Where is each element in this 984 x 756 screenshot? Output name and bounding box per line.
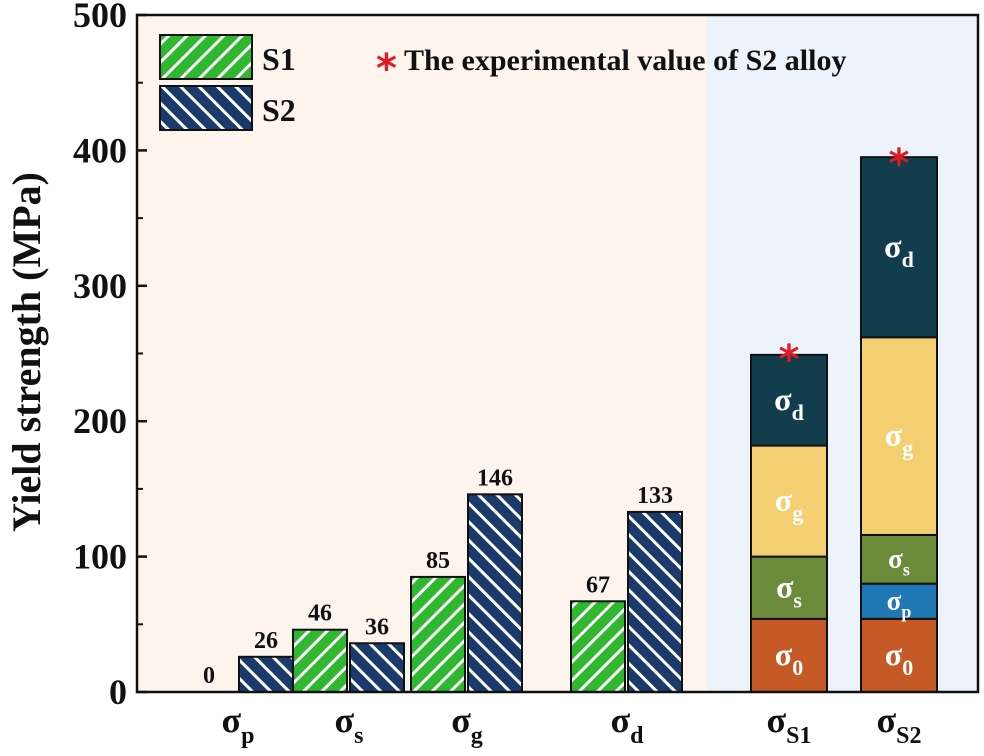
value-label-s1-g: 85 <box>426 548 450 574</box>
value-label-s2-d: 133 <box>637 483 673 509</box>
x-tick-label-g: σg <box>451 700 483 749</box>
stack-label-S2-p: σp <box>887 585 912 621</box>
stack-segment-S1-g <box>750 444 828 558</box>
note-text: The experimental value of S2 alloy <box>404 44 846 77</box>
experimental-note: * The experimental value of S2 alloy <box>376 44 846 92</box>
stack-label-S2-0: σ0 <box>885 636 913 680</box>
y-tick-label: 200 <box>73 401 127 441</box>
bar-s2-g <box>467 493 523 694</box>
legend-swatch-s2 <box>159 85 253 131</box>
value-label-s1-p: 0 <box>203 663 215 689</box>
plot-frame <box>135 13 980 694</box>
stack-segment-S2-s <box>860 533 938 585</box>
y-tick-label: 400 <box>73 130 127 170</box>
experimental-star-icon-S2: * <box>889 141 910 187</box>
value-label-s1-s: 46 <box>308 601 332 627</box>
stack-label-S1-d: σd <box>774 381 804 425</box>
stack-segment-S1-d <box>750 353 828 447</box>
bar-s2-d <box>627 510 683 693</box>
note-star-icon: * <box>376 46 397 92</box>
y-tick-label: 300 <box>73 266 127 306</box>
y-axis-label: Yield strength (MPa) <box>4 172 49 532</box>
stack-label-S1-0: σ0 <box>775 636 803 680</box>
stack-segment-S2-g <box>860 336 938 536</box>
experimental-star-icon-S1: * <box>779 337 800 383</box>
stack-label-S2-s: σs <box>888 543 910 579</box>
y-tick-label: 500 <box>73 0 127 35</box>
y-tick-label: 100 <box>73 537 127 577</box>
x-tick-label-s: σs <box>335 700 364 749</box>
bar-s2-s <box>349 642 405 693</box>
bar-s2-p <box>238 655 294 694</box>
bar-s1-g <box>410 575 466 693</box>
stack-label-S2-d: σd <box>884 228 914 272</box>
bar-s1-d <box>570 600 626 693</box>
value-label-s2-p: 26 <box>254 628 278 654</box>
legend-swatch-s1 <box>159 34 253 80</box>
stack-segment-S2-p <box>860 582 938 620</box>
legend-label-s1: S1 <box>262 41 296 77</box>
x-tick-label-p: σp <box>222 700 255 749</box>
stack-label-S1-s: σs <box>776 568 802 612</box>
y-tick-label: 0 <box>109 672 127 712</box>
legend: S1 S2 <box>159 34 296 131</box>
stack-segment-S1-s <box>750 555 828 620</box>
value-label-s2-g: 146 <box>477 465 513 491</box>
x-tick-label-S1: σS1 <box>767 700 812 749</box>
stack-label-S2-g: σg <box>885 417 913 461</box>
x-tick-label-S2: σS2 <box>877 700 922 749</box>
legend-label-s2: S2 <box>262 92 296 128</box>
stack-segment-S2-d <box>860 156 938 339</box>
x-tick-label-d: σd <box>611 700 645 749</box>
stack-label-S1-g: σg <box>775 482 803 526</box>
value-label-s2-s: 36 <box>365 614 389 640</box>
value-label-s1-d: 67 <box>586 572 610 598</box>
bar-s1-s <box>292 628 348 694</box>
